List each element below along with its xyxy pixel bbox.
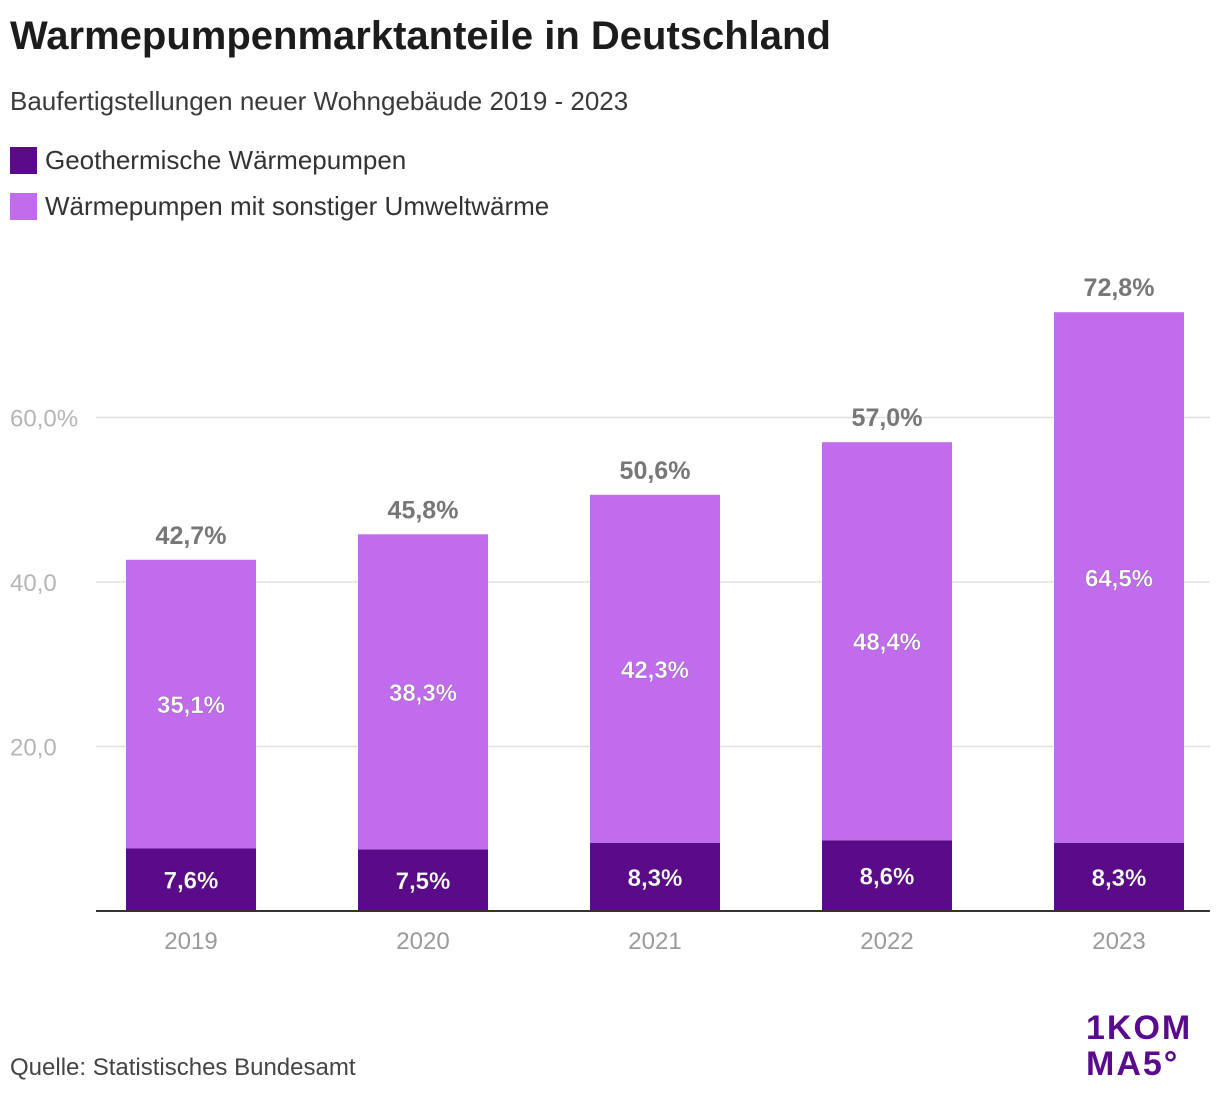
label-geothermal-2023: 8,3%: [1092, 865, 1147, 892]
label-total-2020: 45,8%: [388, 496, 459, 524]
chart-title: Warmepumpenmarktanteile in Deutschland: [10, 14, 831, 58]
x-tick-label-2021: 2021: [628, 928, 681, 955]
label-environmental-2020: 38,3%: [389, 680, 457, 707]
legend: Geothermische Wärmepumpen Wärmepumpen mi…: [10, 140, 549, 232]
bar-environmental-2019: [126, 559, 256, 849]
x-tick-label-2020: 2020: [396, 928, 449, 955]
label-total-2022: 57,0%: [852, 404, 923, 432]
legend-label-environmental: Wärmepumpen mit sonstiger Umweltwärme: [45, 190, 550, 221]
legend-label-geothermal: Geothermische Wärmepumpen: [45, 144, 407, 175]
label-geothermal-2020: 7,5%: [396, 868, 451, 895]
bar-geothermal-2023: [1054, 842, 1184, 911]
bar-environmental-2020: [358, 534, 488, 850]
label-total-2021: 50,6%: [620, 457, 691, 485]
stacked-bar-chart: 20,0 40,0 60,0% 7,6% 35,1% 42,7% 2019 7,5% 38,3%…: [10, 274, 1210, 955]
label-environmental-2021: 42,3%: [621, 657, 689, 684]
bar-environmental-2023: [1054, 312, 1184, 843]
bar-geothermal-2022: [822, 840, 952, 911]
source-note: Quelle: Statistisches Bundesamt: [10, 1054, 356, 1081]
bar-geothermal-2019: [126, 848, 256, 911]
label-total-2023: 72,8%: [1084, 274, 1155, 302]
label-geothermal-2022: 8,6%: [860, 864, 915, 891]
logo-line-1: 1KOM: [1086, 1009, 1193, 1047]
label-geothermal-2021: 8,3%: [628, 865, 683, 892]
label-geothermal-2019: 7,6%: [164, 868, 219, 895]
legend-item-geothermal: Geothermische Wärmepumpen: [10, 140, 549, 180]
legend-swatch-geothermal: [10, 146, 37, 174]
x-tick-label-2023: 2023: [1092, 928, 1145, 955]
logo-line-2: MA5°: [1086, 1045, 1180, 1083]
x-tick-label-2019: 2019: [164, 928, 217, 955]
bar-geothermal-2020: [358, 849, 488, 911]
legend-swatch-environmental: [10, 192, 37, 220]
chart-subtitle: Baufertigstellungen neuer Wohngebäude 20…: [10, 86, 629, 116]
bar-geothermal-2021: [590, 842, 720, 911]
y-tick-label-40: 40,0: [10, 570, 57, 597]
brand-logo: 1KOM MA5°: [1086, 1010, 1192, 1082]
label-environmental-2023: 64,5%: [1085, 565, 1153, 592]
bar-environmental-2022: [822, 442, 952, 841]
label-environmental-2022: 48,4%: [853, 629, 921, 656]
legend-item-environmental: Wärmepumpen mit sonstiger Umweltwärme: [10, 186, 549, 226]
y-tick-label-60: 60,0%: [10, 406, 78, 433]
x-tick-label-2022: 2022: [860, 928, 913, 955]
y-tick-label-20: 20,0: [10, 735, 57, 762]
bar-environmental-2021: [590, 494, 720, 843]
label-total-2019: 42,7%: [156, 522, 227, 550]
label-environmental-2019: 35,1%: [157, 692, 225, 719]
